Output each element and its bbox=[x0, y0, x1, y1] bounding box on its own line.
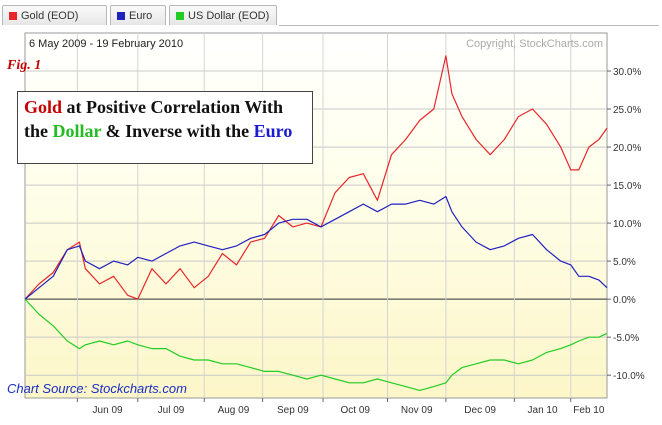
tab-gold-label: Gold (EOD) bbox=[21, 10, 79, 22]
euro-swatch-icon bbox=[117, 12, 125, 20]
x-tick-label: Jan 10 bbox=[528, 405, 558, 416]
tab-gold[interactable]: Gold (EOD) bbox=[2, 5, 107, 25]
gold-swatch-icon bbox=[9, 12, 17, 20]
plot-background bbox=[24, 32, 608, 399]
tab-euro[interactable]: Euro bbox=[110, 5, 166, 25]
tab-bar-rule bbox=[279, 25, 659, 26]
x-tick-label: Aug 09 bbox=[218, 405, 250, 416]
x-tick-label: Jul 09 bbox=[158, 405, 185, 416]
date-range: 6 May 2009 - 19 February 2010 bbox=[29, 38, 183, 50]
annotation-euro-word: Euro bbox=[253, 121, 293, 141]
y-tick-label: 10.0% bbox=[613, 219, 641, 230]
annotation-box: Gold at Positive Correlation With the Do… bbox=[17, 91, 313, 164]
y-tick-label: 20.0% bbox=[613, 143, 641, 154]
x-tick-label: Nov 09 bbox=[401, 405, 433, 416]
y-tick-label: 30.0% bbox=[613, 67, 641, 78]
tab-usd-label: US Dollar (EOD) bbox=[188, 10, 270, 22]
y-tick-label: 25.0% bbox=[613, 105, 641, 116]
chart-source: Chart Source: Stockcharts.com bbox=[7, 381, 187, 396]
annotation-text-2: the bbox=[24, 121, 53, 141]
series-tab-bar: Gold (EOD) Euro US Dollar (EOD) bbox=[2, 5, 659, 27]
y-tick-label: 5.0% bbox=[613, 257, 636, 268]
x-tick-label: Feb 10 bbox=[573, 405, 605, 416]
figure-label: Fig. 1 bbox=[7, 58, 42, 73]
y-tick-label: 15.0% bbox=[613, 181, 641, 192]
x-tick-label: Oct 09 bbox=[341, 405, 371, 416]
annotation-text-1: at Positive Correlation With bbox=[62, 97, 283, 117]
x-tick-label: Sep 09 bbox=[277, 405, 309, 416]
y-tick-label: -5.0% bbox=[613, 333, 639, 344]
x-tick-label: Jun 09 bbox=[93, 405, 123, 416]
tab-usd[interactable]: US Dollar (EOD) bbox=[169, 5, 277, 25]
annotation-gold-word: Gold bbox=[24, 97, 63, 117]
usd-swatch-icon bbox=[176, 12, 184, 20]
copyright: Copyright, StockCharts.com bbox=[466, 38, 603, 50]
annotation-dollar-word: Dollar bbox=[52, 121, 102, 141]
tab-euro-label: Euro bbox=[129, 10, 153, 22]
y-tick-label: -10.0% bbox=[613, 371, 645, 382]
y-tick-label: 0.0% bbox=[613, 295, 636, 306]
series-line-euro bbox=[24, 195, 608, 300]
x-tick-label: Dec 09 bbox=[464, 405, 496, 416]
series-line-gold bbox=[24, 55, 608, 300]
annotation-text-3: & Inverse with the bbox=[101, 121, 254, 141]
series-line-usd bbox=[24, 298, 608, 391]
